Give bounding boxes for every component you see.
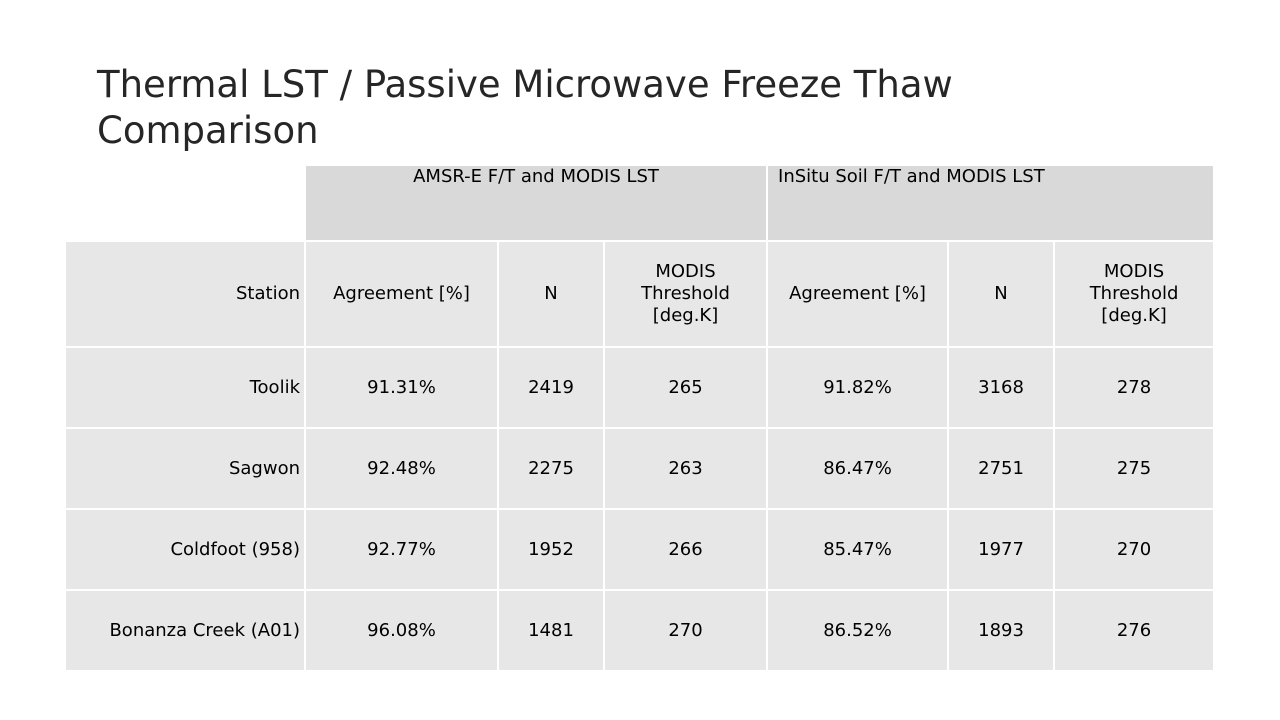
insitu-agreement-cell: 85.47% <box>766 508 950 591</box>
insitu-n-cell: 1893 <box>947 589 1056 672</box>
amsr-threshold-cell: 265 <box>602 346 769 429</box>
insitu-n-cell: 3168 <box>947 346 1056 429</box>
insitu-agreement-cell: 86.47% <box>766 427 950 510</box>
slide-title-line-1: Thermal LST / Passive Microwave Freeze T… <box>97 63 953 106</box>
insitu-threshold-cell: 276 <box>1053 589 1216 672</box>
amsr-agreement-cell: 91.31% <box>304 346 499 429</box>
group-header-row: AMSR-E F/T and MODIS LST InSitu Soil F/T… <box>64 164 1216 242</box>
insitu-threshold-cell: 270 <box>1053 508 1216 591</box>
column-header-amsr-agreement: Agreement [%] <box>304 240 499 348</box>
amsr-n-cell: 2275 <box>497 427 605 510</box>
comparison-table: AMSR-E F/T and MODIS LST InSitu Soil F/T… <box>64 164 1216 672</box>
insitu-agreement-cell: 86.52% <box>766 589 950 672</box>
insitu-n-cell: 2751 <box>947 427 1056 510</box>
amsr-agreement-cell: 96.08% <box>304 589 499 672</box>
blank-corner-cell <box>64 164 306 242</box>
insitu-threshold-cell: 278 <box>1053 346 1216 429</box>
insitu-n-cell: 1977 <box>947 508 1056 591</box>
group-header-amsr: AMSR-E F/T and MODIS LST <box>303 164 769 242</box>
group-header-insitu: InSitu Soil F/T and MODIS LST <box>766 164 1216 242</box>
table-row: Toolik 91.31% 2419 265 91.82% 3168 278 <box>64 346 1216 429</box>
amsr-agreement-cell: 92.77% <box>304 508 499 591</box>
amsr-threshold-cell: 263 <box>602 427 769 510</box>
column-header-insitu-n: N <box>947 240 1056 348</box>
column-header-amsr-n: N <box>497 240 605 348</box>
amsr-n-cell: 2419 <box>497 346 605 429</box>
column-header-station: Station <box>64 240 306 348</box>
station-cell: Coldfoot (958) <box>64 508 306 591</box>
slide-title-line-2: Comparison <box>97 109 319 152</box>
table-row: Sagwon 92.48% 2275 263 86.47% 2751 275 <box>64 427 1216 510</box>
amsr-n-cell: 1481 <box>497 589 605 672</box>
column-header-insitu-agreement: Agreement [%] <box>766 240 950 348</box>
amsr-agreement-cell: 92.48% <box>304 427 499 510</box>
insitu-agreement-cell: 91.82% <box>766 346 950 429</box>
amsr-n-cell: 1952 <box>497 508 605 591</box>
station-cell: Bonanza Creek (A01) <box>64 589 306 672</box>
insitu-threshold-cell: 275 <box>1053 427 1216 510</box>
table-row: Coldfoot (958) 92.77% 1952 266 85.47% 19… <box>64 508 1216 591</box>
slide-title: Thermal LST / Passive Microwave Freeze T… <box>97 62 1197 154</box>
amsr-threshold-cell: 266 <box>602 508 769 591</box>
column-header-row: Station Agreement [%] N MODIS Threshold … <box>64 240 1216 348</box>
station-cell: Sagwon <box>64 427 306 510</box>
column-header-amsr-threshold: MODIS Threshold [deg.K] <box>602 240 769 348</box>
column-header-insitu-threshold: MODIS Threshold [deg.K] <box>1053 240 1216 348</box>
table-row: Bonanza Creek (A01) 96.08% 1481 270 86.5… <box>64 589 1216 672</box>
station-cell: Toolik <box>64 346 306 429</box>
amsr-threshold-cell: 270 <box>602 589 769 672</box>
